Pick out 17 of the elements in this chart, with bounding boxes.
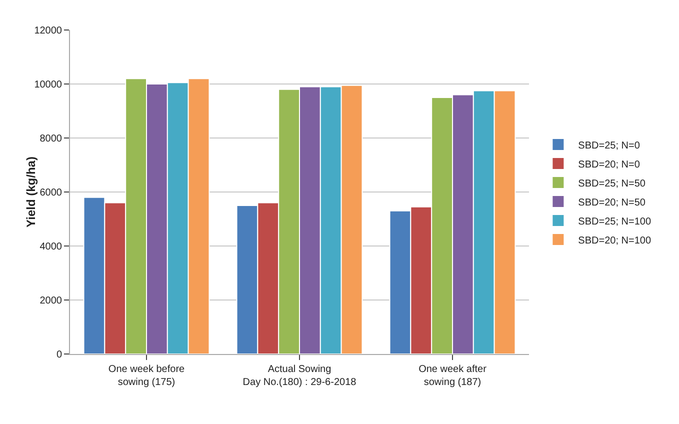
y-tick-label: 10000	[34, 80, 62, 90]
y-tick-label: 8000	[40, 134, 62, 144]
legend-label: SBD=20; N=50	[578, 197, 646, 208]
legend-label: SBD=25; N=100	[578, 216, 652, 228]
y-tick-label: 0	[56, 350, 62, 360]
y-tick-label: 6000	[40, 188, 62, 198]
x-tick-label: One week after sowing (187)	[418, 364, 488, 388]
legend-label: SBD=25; N=0	[578, 140, 640, 152]
legend-label: SBD=25; N=50	[578, 178, 646, 190]
y-tick-label: 12000	[34, 26, 62, 36]
legend-label: SBD=20; N=0	[578, 159, 640, 170]
y-tick-label: 2000	[40, 296, 62, 306]
y-axis-title: Yield (kg/ha)	[24, 156, 38, 228]
y-tick-label: 4000	[40, 242, 62, 252]
legend-label: SBD=20; N=100	[578, 235, 652, 246]
x-tick-label: One week before sowing (175)	[108, 364, 186, 388]
x-tick-label: Actual Sowing Day No.(180) : 29-6-2018	[242, 364, 357, 388]
